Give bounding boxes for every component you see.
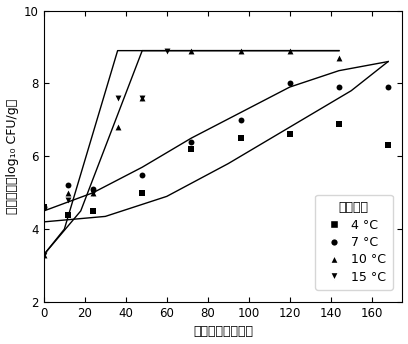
Point [385,143,391,148]
Point [40,252,47,257]
Point [139,190,146,195]
Point [65,197,72,203]
Point [336,121,342,126]
Point [114,125,121,130]
Point [286,48,293,53]
Point [237,48,244,53]
Point [90,190,96,195]
Point [237,117,244,122]
Point [40,205,47,210]
Point [139,95,146,101]
Point [40,252,47,257]
Point [286,81,293,86]
Point [40,205,47,210]
Point [139,172,146,177]
Point [336,55,342,61]
Point [286,132,293,137]
Point [385,84,391,90]
Legend: 4 °C, 7 °C, 10 °C, 15 °C: 4 °C, 7 °C, 10 °C, 15 °C [315,195,392,290]
Point [90,186,96,192]
Point [65,212,72,217]
Point [188,146,195,152]
Point [65,190,72,195]
Point [188,48,195,53]
Point [164,48,170,53]
Point [90,190,96,195]
Point [237,135,244,141]
X-axis label: 贯藏时间（小时）: 贯藏时间（小时） [193,325,253,338]
Point [336,84,342,90]
Point [114,95,121,101]
Point [188,139,195,144]
Point [139,95,146,101]
Point [90,208,96,214]
Y-axis label: 好氧菌数（log₁₀ CFU/g）: 好氧菌数（log₁₀ CFU/g） [6,99,18,214]
Point [65,183,72,188]
